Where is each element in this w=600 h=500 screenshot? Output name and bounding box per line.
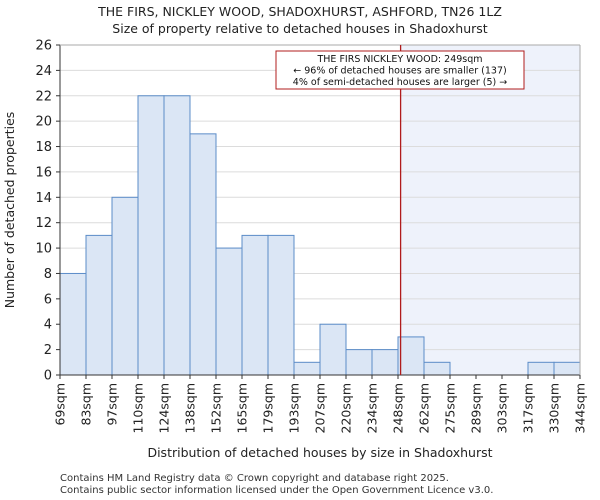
bar (59, 272, 87, 376)
x-tick-label: 124sqm (157, 383, 172, 433)
x-tick-label: 289sqm (469, 383, 484, 433)
y-tick-label: 20 (35, 115, 52, 130)
y-axis-label: Number of detached properties (2, 112, 17, 309)
bar (137, 95, 165, 376)
bar (527, 361, 555, 376)
bar (371, 349, 399, 376)
chart-title: THE FIRS, NICKLEY WOOD, SHADOXHURST, ASH… (98, 4, 502, 19)
x-axis-label: Distribution of detached houses by size … (147, 445, 492, 460)
y-tick-label: 24 (35, 64, 52, 79)
x-tick-label: 344sqm (573, 383, 588, 433)
y-tick-label: 18 (35, 140, 52, 155)
y-tick-label: 12 (35, 216, 52, 231)
x-tick-label: 220sqm (339, 383, 354, 433)
y-tick-label: 4 (44, 318, 52, 333)
x-tick-label: 303sqm (495, 383, 510, 433)
bar (241, 234, 269, 376)
annotation-box (275, 50, 525, 90)
bar (163, 95, 191, 376)
bar (293, 361, 321, 376)
x-tick-label: 207sqm (313, 383, 328, 433)
x-tick-label: 152sqm (209, 383, 224, 433)
y-tick-label: 0 (44, 369, 52, 384)
annotation-line: 4% of semi-detached houses are larger (5… (293, 77, 507, 88)
x-tick-label: 110sqm (131, 383, 146, 433)
footer-copyright: Contains HM Land Registry data © Crown c… (60, 473, 449, 484)
x-tick-label: 97sqm (105, 383, 120, 426)
y-tick-label: 14 (35, 191, 52, 206)
x-tick-label: 165sqm (235, 383, 250, 433)
x-tick-label: 179sqm (261, 383, 276, 433)
x-tick-label: 317sqm (521, 383, 536, 433)
bar (345, 349, 373, 376)
bar (85, 234, 113, 376)
bar (111, 196, 139, 376)
x-tick-label: 234sqm (365, 383, 380, 433)
x-tick-label: 330sqm (547, 383, 562, 433)
highlight-region (400, 45, 580, 375)
annotation-line: ← 96% of detached houses are smaller (13… (293, 66, 506, 77)
x-tick-label: 83sqm (79, 383, 94, 426)
y-tick-label: 22 (35, 89, 52, 104)
x-tick-label: 138sqm (183, 383, 198, 433)
y-tick-label: 8 (44, 267, 52, 282)
y-tick-label: 16 (35, 165, 52, 180)
x-tick-label: 275sqm (443, 383, 458, 433)
bar (553, 361, 581, 376)
bar (319, 323, 347, 376)
y-tick-label: 2 (44, 343, 52, 358)
x-tick-label: 262sqm (417, 383, 432, 433)
bar (397, 336, 425, 376)
bar (267, 234, 295, 376)
chart-subtitle: Size of property relative to detached ho… (112, 21, 488, 36)
y-tick-label: 26 (35, 39, 52, 54)
y-tick-label: 10 (35, 242, 52, 257)
y-tick-label: 6 (44, 292, 52, 307)
x-tick-label: 193sqm (287, 383, 302, 433)
footer-licence: Contains public sector information licen… (60, 485, 494, 496)
bar (215, 247, 243, 376)
annotation-line: THE FIRS NICKLEY WOOD: 249sqm (316, 54, 482, 65)
x-tick-label: 248sqm (391, 383, 406, 433)
x-tick-label: 69sqm (53, 383, 68, 426)
bar (189, 133, 217, 376)
bar (423, 361, 451, 376)
